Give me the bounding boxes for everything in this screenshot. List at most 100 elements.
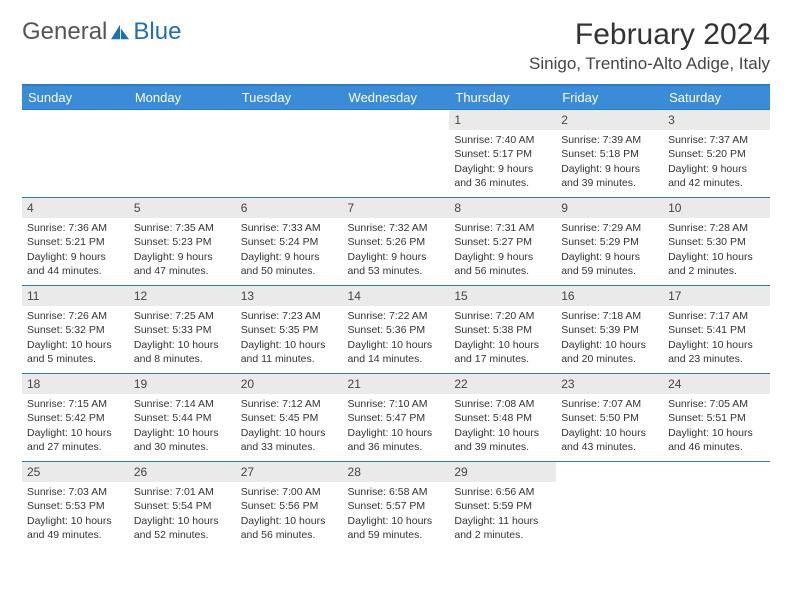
- daylight-line: Daylight: 10 hours and 52 minutes.: [134, 514, 231, 542]
- calendar-day-cell: 19Sunrise: 7:14 AMSunset: 5:44 PMDayligh…: [129, 374, 236, 462]
- sunrise-line: Sunrise: 7:14 AM: [134, 397, 231, 411]
- day-number: 6: [236, 198, 343, 218]
- day-number: 9: [556, 198, 663, 218]
- sunrise-line: Sunrise: 7:29 AM: [561, 221, 658, 235]
- sunset-line: Sunset: 5:47 PM: [348, 411, 445, 425]
- day-number: 4: [22, 198, 129, 218]
- sunset-line: Sunset: 5:18 PM: [561, 147, 658, 161]
- daylight-line: Daylight: 10 hours and 27 minutes.: [27, 426, 124, 454]
- sunrise-line: Sunrise: 7:15 AM: [27, 397, 124, 411]
- daylight-line: Daylight: 9 hours and 50 minutes.: [241, 250, 338, 278]
- sunrise-line: Sunrise: 7:23 AM: [241, 309, 338, 323]
- sunset-line: Sunset: 5:59 PM: [454, 499, 551, 513]
- daylight-line: Daylight: 10 hours and 30 minutes.: [134, 426, 231, 454]
- day-number: 7: [343, 198, 450, 218]
- sunrise-line: Sunrise: 7:25 AM: [134, 309, 231, 323]
- calendar-row: 25Sunrise: 7:03 AMSunset: 5:53 PMDayligh…: [22, 462, 770, 550]
- calendar-day-cell: 13 Sunrise: 7:23 AMSunset: 5:35 PMDayligh…: [236, 286, 343, 374]
- calendar-empty-cell: [663, 462, 770, 550]
- calendar-body: 1 Sunrise: 7:40 AMSunset: 5:17 PM Daylight…: [22, 110, 770, 550]
- day-number: 23: [556, 374, 663, 394]
- daylight-line: Daylight: 10 hours and 56 minutes.: [241, 514, 338, 542]
- calendar-day-cell: 7 Sunrise: 7:32 AMSunset: 5:26 PMDaylight…: [343, 198, 450, 286]
- sunrise-line: Sunrise: 7:10 AM: [348, 397, 445, 411]
- sunset-line: Sunset: 5:32 PM: [27, 323, 124, 337]
- calendar-day-cell: 24Sunrise: 7:05 AMSunset: 5:51 PMDayligh…: [663, 374, 770, 462]
- calendar-table: SundayMondayTuesdayWednesdayThursdayFrid…: [22, 84, 770, 550]
- sunset-line: Sunset: 5:44 PM: [134, 411, 231, 425]
- day-number: 12: [129, 286, 236, 306]
- weekday-header: Saturday: [663, 85, 770, 110]
- daylight-line: Daylight: 9 hours and 39 minutes.: [561, 162, 658, 190]
- day-number: 24: [663, 374, 770, 394]
- day-number: 25: [22, 462, 129, 482]
- daylight-line: Daylight: 10 hours and 17 minutes.: [454, 338, 551, 366]
- calendar-day-cell: 4Sunrise: 7:36 AMSunset: 5:21 PMDaylight…: [22, 198, 129, 286]
- calendar-day-cell: 23Sunrise: 7:07 AMSunset: 5:50 PMDayligh…: [556, 374, 663, 462]
- sunrise-line: Sunrise: 7:12 AM: [241, 397, 338, 411]
- weekday-header: Monday: [129, 85, 236, 110]
- calendar-day-cell: 16Sunrise: 7:18 AMSunset: 5:39 PMDayligh…: [556, 286, 663, 374]
- sunrise-line: Sunrise: 7:20 AM: [454, 309, 551, 323]
- sunrise-line: Sunrise: 7:32 AM: [348, 221, 445, 235]
- daylight-line: Daylight: 9 hours and 53 minutes.: [348, 250, 445, 278]
- sunrise-line: Sunrise: 7:00 AM: [241, 485, 338, 499]
- calendar-row: 4Sunrise: 7:36 AMSunset: 5:21 PMDaylight…: [22, 198, 770, 286]
- sunrise-line: Sunrise: 7:37 AM: [668, 133, 765, 147]
- sunrise-line: Sunrise: 7:01 AM: [134, 485, 231, 499]
- calendar-day-cell: 10Sunrise: 7:28 AMSunset: 5:30 PMDayligh…: [663, 198, 770, 286]
- calendar-day-cell: 17 Sunrise: 7:17 AMSunset: 5:41 PMDayligh…: [663, 286, 770, 374]
- sunrise-line: Sunrise: 7:39 AM: [561, 133, 658, 147]
- weekday-header-row: SundayMondayTuesdayWednesdayThursdayFrid…: [22, 85, 770, 110]
- daylight-line: Daylight: 11 hours and 2 minutes.: [454, 514, 551, 542]
- brand-text-blue: Blue: [133, 18, 181, 46]
- daylight-line: Daylight: 10 hours and 36 minutes.: [348, 426, 445, 454]
- sunset-line: Sunset: 5:39 PM: [561, 323, 658, 337]
- sunset-line: Sunset: 5:27 PM: [454, 235, 551, 249]
- sunrise-line: Sunrise: 6:58 AM: [348, 485, 445, 499]
- sunrise-line: Sunrise: 7:08 AM: [454, 397, 551, 411]
- day-number: 5: [129, 198, 236, 218]
- calendar-day-cell: 27Sunrise: 7:00 AMSunset: 5:56 PMDayligh…: [236, 462, 343, 550]
- sunset-line: Sunset: 5:33 PM: [134, 323, 231, 337]
- daylight-line: Daylight: 10 hours and 23 minutes.: [668, 338, 765, 366]
- sunset-line: Sunset: 5:50 PM: [561, 411, 658, 425]
- daylight-line: Daylight: 10 hours and 14 minutes.: [348, 338, 445, 366]
- sunrise-line: Sunrise: 7:40 AM: [454, 133, 551, 147]
- brand-text-general: General: [22, 18, 107, 46]
- sunset-line: Sunset: 5:36 PM: [348, 323, 445, 337]
- daylight-line: Daylight: 10 hours and 2 minutes.: [668, 250, 765, 278]
- day-number: 1: [449, 110, 556, 130]
- sunrise-line: Sunrise: 6:56 AM: [454, 485, 551, 499]
- sunset-line: Sunset: 5:30 PM: [668, 235, 765, 249]
- sunset-line: Sunset: 5:57 PM: [348, 499, 445, 513]
- calendar-day-cell: 9Sunrise: 7:29 AMSunset: 5:29 PMDaylight…: [556, 198, 663, 286]
- day-number: 17: [663, 286, 770, 306]
- sunset-line: Sunset: 5:26 PM: [348, 235, 445, 249]
- daylight-line: Daylight: 9 hours and 44 minutes.: [27, 250, 124, 278]
- sunset-line: Sunset: 5:29 PM: [561, 235, 658, 249]
- daylight-line: Daylight: 10 hours and 11 minutes.: [241, 338, 338, 366]
- calendar-day-cell: 12 Sunrise: 7:25 AMSunset: 5:33 PMDayligh…: [129, 286, 236, 374]
- daylight-line: Daylight: 10 hours and 20 minutes.: [561, 338, 658, 366]
- calendar-day-cell: 18Sunrise: 7:15 AMSunset: 5:42 PMDayligh…: [22, 374, 129, 462]
- sail-icon: [109, 23, 131, 41]
- sunset-line: Sunset: 5:51 PM: [668, 411, 765, 425]
- sunset-line: Sunset: 5:41 PM: [668, 323, 765, 337]
- sunrise-line: Sunrise: 7:33 AM: [241, 221, 338, 235]
- day-number: 29: [449, 462, 556, 482]
- calendar-day-cell: 6 Sunrise: 7:33 AMSunset: 5:24 PMDaylight…: [236, 198, 343, 286]
- calendar-day-cell: 22Sunrise: 7:08 AMSunset: 5:48 PMDayligh…: [449, 374, 556, 462]
- sunset-line: Sunset: 5:17 PM: [454, 147, 551, 161]
- calendar-day-cell: 21Sunrise: 7:10 AMSunset: 5:47 PMDayligh…: [343, 374, 450, 462]
- day-number: 13: [236, 286, 343, 306]
- sunrise-line: Sunrise: 7:17 AM: [668, 309, 765, 323]
- weekday-header: Tuesday: [236, 85, 343, 110]
- sunset-line: Sunset: 5:24 PM: [241, 235, 338, 249]
- daylight-line: Daylight: 10 hours and 8 minutes.: [134, 338, 231, 366]
- calendar-day-cell: 26Sunrise: 7:01 AMSunset: 5:54 PMDayligh…: [129, 462, 236, 550]
- day-number: 28: [343, 462, 450, 482]
- brand-logo: General Blue: [22, 18, 181, 46]
- sunset-line: Sunset: 5:48 PM: [454, 411, 551, 425]
- sunset-line: Sunset: 5:35 PM: [241, 323, 338, 337]
